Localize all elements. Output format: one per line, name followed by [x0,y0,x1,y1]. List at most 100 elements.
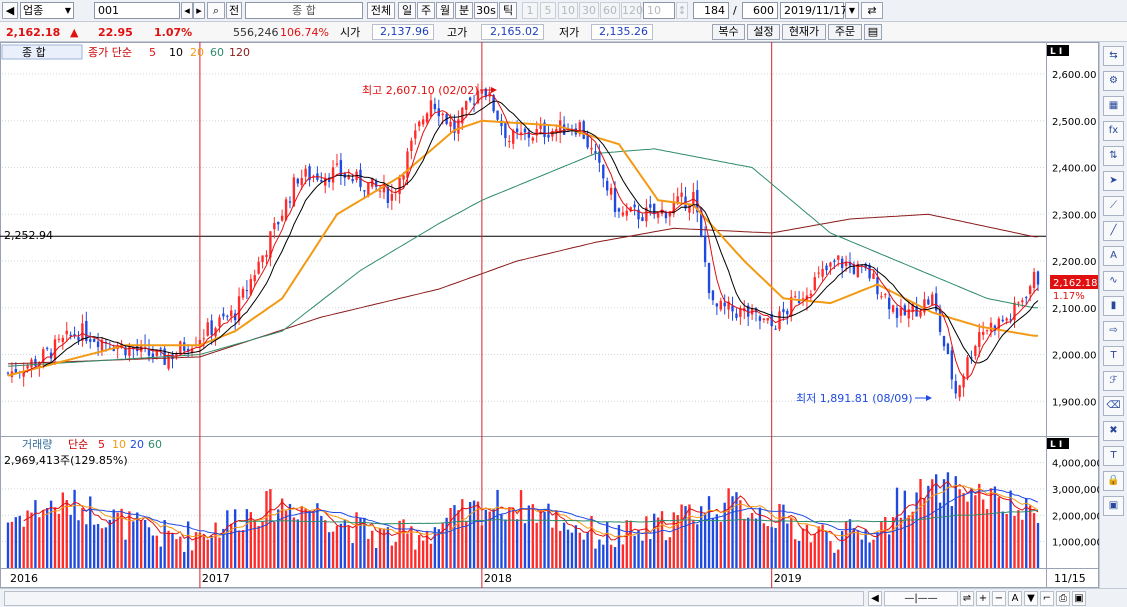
candle-body [531,137,534,141]
chevron-down-icon: ▼ [64,6,71,15]
prev-item-button[interactable]: ◀ [2,2,18,19]
arrow-icon[interactable]: ⇨ [1103,321,1124,341]
total-input[interactable]: 600 [742,2,778,19]
font-button[interactable]: A [1008,591,1022,606]
period-week-button[interactable]: 주 [417,2,435,19]
period-tick-button[interactable]: 틱 [499,2,517,19]
period-minute-button[interactable]: 분 [455,2,473,19]
tool-sidebar: ⇆ ⚙ ▦ fx ⇅ ➤ ⟋ ╱ A ∿ ▮ ⇨ T ℱ ⌫ ✖ T 🔒 ▣ [1099,42,1127,607]
price-tick-label: 2,200.00 [1052,257,1097,268]
eraser-icon[interactable]: ⌫ [1103,396,1124,416]
candle-body [727,301,730,310]
current-price-button[interactable]: 현재가 [782,24,826,40]
volume-bar [171,532,174,568]
count-input[interactable]: 184 [693,2,729,19]
volume-bar [625,520,628,568]
code-input[interactable]: 001 [94,2,180,19]
calendar-dropdown-icon[interactable]: ▼ [845,2,859,19]
volume-bar [218,537,221,568]
layout-icon[interactable]: ▣ [1103,496,1124,516]
chart-swap-icon[interactable]: ⇄ [861,2,883,19]
volume-bar [801,528,805,568]
volume-bar [390,545,393,568]
tab-jeon[interactable]: 전 [226,2,242,19]
window-icon[interactable]: ▣ [1072,591,1086,606]
date-input[interactable]: 2019/11/17 [780,2,847,19]
next-code-button[interactable]: ▸ [193,2,205,19]
menu-dropdown-icon[interactable]: ▼ [1024,591,1038,606]
price-panel-toggle[interactable] [1047,45,1069,56]
settings-button[interactable]: 설정 [747,24,780,40]
volume-bar [1009,490,1012,568]
market-select[interactable]: 업종 ▼ [20,2,74,19]
candle-body [598,151,601,163]
interval-30-button[interactable]: 30 [579,2,599,19]
compare-icon[interactable]: ⇅ [1103,146,1124,166]
volume-bar [89,496,92,568]
volume-bar [786,523,789,568]
line-icon[interactable]: ╱ [1103,221,1124,241]
save-icon[interactable]: ▤ [864,24,882,40]
fx-icon[interactable]: fx [1103,121,1124,141]
volume-bar [237,530,241,568]
horizontal-scrollbar[interactable] [4,591,864,606]
volume-bar [378,528,382,568]
interval-1-button[interactable]: 1 [522,2,538,19]
volume-bar [355,512,358,568]
volume-bar [981,499,985,568]
candle-body [312,175,315,178]
volume-bar [120,508,123,568]
interval-60-button[interactable]: 60 [600,2,620,19]
candle-body [609,187,613,195]
volume-bar [96,523,100,568]
auto-icon[interactable]: A [1103,246,1124,266]
candle-body [175,353,178,357]
print-icon[interactable]: ⎙ [1056,591,1070,606]
volume-bar [797,540,801,568]
text-icon[interactable]: T [1103,346,1124,366]
candle-body [414,130,417,139]
interval-5-button[interactable]: 5 [540,2,556,19]
fibonacci-icon[interactable]: ℱ [1103,371,1124,391]
candle-body [527,131,531,138]
candle-body [500,120,503,127]
candle-body [257,261,260,274]
interval-120-button[interactable]: 120 [621,2,643,19]
interval-10-button[interactable]: 10 [558,2,578,19]
refresh-icon[interactable]: ⇆ [1103,46,1124,66]
ruler-icon[interactable]: ⌐ [1040,591,1054,606]
volume-bar [809,542,813,568]
all-button[interactable]: 전체 [367,2,395,19]
period-day-button[interactable]: 일 [398,2,416,19]
text-tool-icon[interactable]: T [1103,446,1124,466]
search-icon[interactable]: ⌕ [207,2,225,19]
candle-body [539,125,542,130]
candle-body [124,347,127,356]
cursor-icon[interactable]: ➤ [1103,171,1124,191]
zoom-in-icon[interactable]: + [976,591,990,606]
erase-all-icon[interactable]: ✖ [1103,421,1124,441]
price-volume-chart[interactable]: 1,900.00 2,000.00 2,100.00 2,200.00 2,300.00… [0,42,1099,588]
period-30s-button[interactable]: 30s [474,2,498,19]
order-button[interactable]: 주문 [828,24,862,40]
zoom-slider[interactable]: —|—— [884,591,958,606]
settings-icon[interactable]: ⚙ [1103,71,1124,91]
scroll-left-icon[interactable]: ◀ [868,591,882,606]
zoom-out-icon[interactable]: − [992,591,1006,606]
candle-icon[interactable]: ▮ [1103,296,1124,316]
interval-select[interactable]: 10 [643,2,675,19]
volume-bar [284,510,288,568]
lock-icon[interactable]: 🔒 [1103,471,1124,491]
candle-body [198,339,202,347]
interval-stepper[interactable]: ↕ [676,2,688,19]
candle-body [903,305,907,316]
volume-panel-toggle[interactable] [1047,438,1069,449]
grid-icon[interactable]: ▦ [1103,96,1124,116]
volume-bar [233,509,237,568]
wave-icon[interactable]: ∿ [1103,271,1124,291]
multi-button[interactable]: 복수 [712,24,745,40]
trendline-icon[interactable]: ⟋ [1103,196,1124,216]
period-month-button[interactable]: 월 [436,2,454,19]
fit-icon[interactable]: ⇌ [960,591,974,606]
prev-code-button[interactable]: ◂ [181,2,193,19]
